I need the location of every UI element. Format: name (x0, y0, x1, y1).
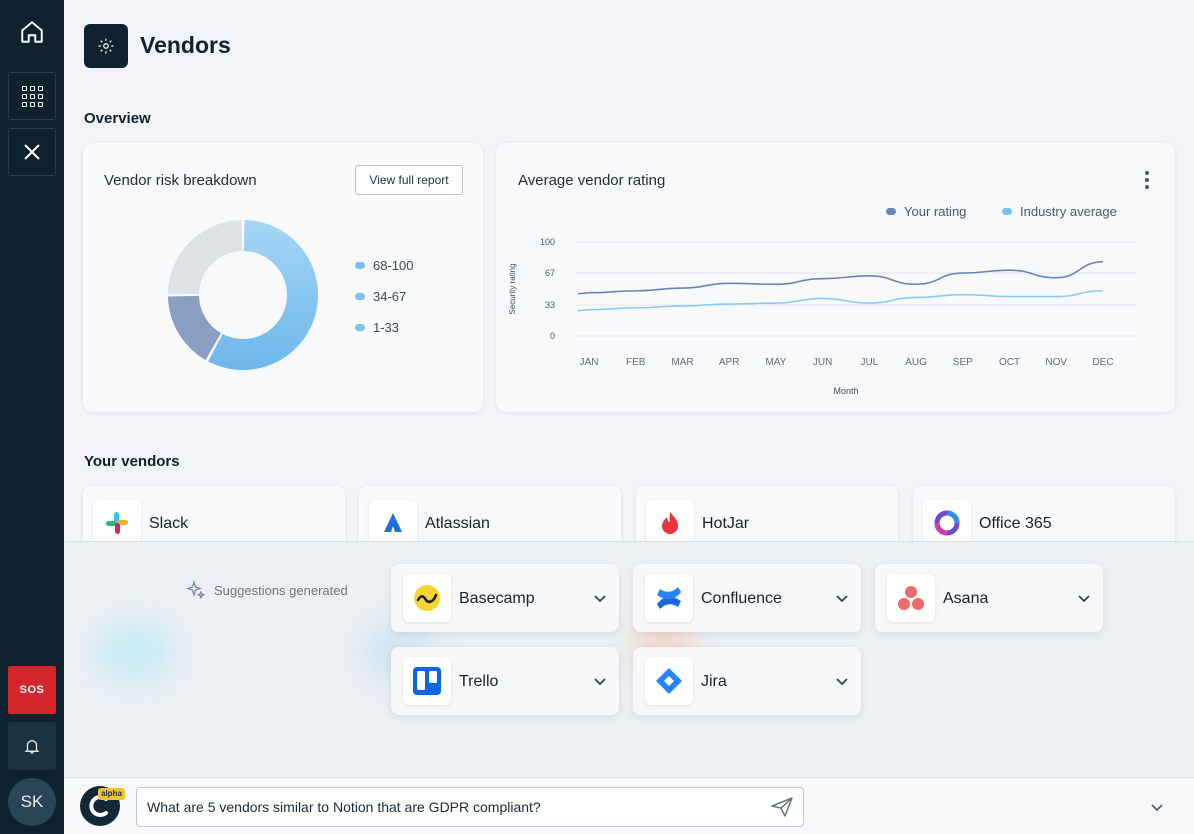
risk-legend-item: 68-100 (355, 258, 413, 273)
close-icon (24, 144, 40, 160)
more-options-icon[interactable] (1145, 171, 1149, 189)
sidebar: SOS SK (0, 0, 64, 834)
user-avatar[interactable]: SK (8, 778, 56, 826)
vendor-name: Atlassian (425, 515, 490, 532)
donut-slice-1-33 (168, 220, 243, 295)
suggestion-jira[interactable]: Jira (633, 647, 861, 715)
x-tick-label: NOV (1045, 357, 1067, 368)
donut-slice-34-67 (168, 295, 222, 360)
chevron-down-icon[interactable] (593, 674, 607, 688)
x-tick-label: AUG (905, 357, 927, 368)
y-tick-label: 0 (550, 331, 555, 341)
suggestion-name: Trello (459, 673, 499, 690)
x-axis-label: Month (833, 386, 858, 396)
risk-legend-item: 1-33 (355, 320, 399, 335)
close-button[interactable] (8, 128, 56, 176)
suggestion-name: Jira (701, 673, 727, 690)
chevron-down-icon[interactable] (593, 591, 607, 605)
rating-line-chart: 100 67 33 0 JAN FEB MAR APR MAY JUN JUL AUG SEP OCT NO… (508, 237, 1137, 396)
suggestion-name: Basecamp (459, 590, 535, 607)
trello-logo-icon (403, 657, 451, 705)
suggestion-name: Confluence (701, 590, 782, 607)
y-tick-label: 67 (545, 268, 555, 278)
main-content: Vendors Overview Vendor risk breakdown V… (64, 0, 1194, 834)
suggestion-name: Asana (943, 590, 989, 607)
chevron-down-icon[interactable] (1077, 591, 1091, 605)
x-tick-label: MAY (765, 357, 786, 368)
assistant-prompt-input[interactable] (136, 787, 804, 827)
basecamp-logo-icon (403, 574, 451, 622)
risk-card-title: Vendor risk breakdown (104, 172, 257, 189)
vendor-name: Office 365 (979, 515, 1052, 532)
vendor-rating-card: Average vendor rating Your rating Indust… (496, 143, 1175, 412)
settings-icon (84, 24, 128, 68)
jira-logo-icon (645, 657, 693, 705)
slack-logo-icon (93, 500, 141, 546)
x-tick-label: MAR (671, 357, 693, 368)
legend-your-rating: Your rating (886, 204, 966, 219)
sparkle-icon (186, 580, 206, 600)
atlassian-logo-icon (369, 500, 417, 546)
x-tick-label: SEP (953, 357, 973, 368)
notifications-button[interactable] (8, 722, 56, 770)
assistant-bar: alpha (64, 777, 1194, 834)
vendor-name: HotJar (702, 515, 750, 532)
home-icon (21, 21, 43, 43)
apps-grid-button[interactable] (8, 72, 56, 120)
office-365-logo-icon (923, 500, 971, 546)
view-full-report-button[interactable]: View full report (355, 165, 463, 195)
alpha-badge: alpha (98, 788, 125, 800)
suggestion-asana[interactable]: Asana (875, 564, 1103, 632)
suggestions-generated-label: Suggestions generated (186, 580, 348, 600)
risk-legend-item: 34-67 (355, 289, 406, 304)
x-tick-label: FEB (626, 357, 646, 368)
suggestion-confluence[interactable]: Confluence (633, 564, 861, 632)
hotjar-logo-icon (646, 500, 694, 546)
blurred-content (94, 622, 174, 682)
x-tick-label: JAN (580, 357, 599, 368)
page-title: Vendors (140, 32, 231, 58)
overview-heading: Overview (84, 110, 151, 127)
suggestions-panel: Suggestions generated Basecamp Confluenc… (64, 541, 1194, 777)
legend-industry-average: Industry average (1002, 204, 1117, 219)
home-button[interactable] (8, 8, 56, 56)
x-tick-label: APR (719, 357, 740, 368)
vendor-name: Slack (149, 515, 189, 532)
series-line-industry-average (577, 290, 1104, 312)
x-tick-label: DEC (1092, 357, 1113, 368)
y-tick-label: 33 (545, 300, 555, 310)
vendor-risk-card: Vendor risk breakdown View full report 6… (83, 143, 483, 412)
rating-card-title: Average vendor rating (518, 172, 666, 189)
x-tick-label: JUL (860, 357, 878, 368)
y-axis-label: Security rating (508, 263, 517, 314)
asana-logo-icon (887, 574, 935, 622)
x-tick-label: JUN (813, 357, 832, 368)
suggestion-trello[interactable]: Trello (391, 647, 619, 715)
chevron-down-icon[interactable] (835, 591, 849, 605)
x-tick-label: OCT (999, 357, 1020, 368)
confluence-logo-icon (645, 574, 693, 622)
grid-icon (21, 85, 43, 107)
bell-icon (24, 740, 40, 754)
donut-slice-68-100 (208, 220, 318, 370)
y-tick-label: 100 (540, 237, 555, 247)
chevron-down-icon[interactable] (1150, 800, 1164, 814)
sos-button[interactable]: SOS (8, 666, 56, 714)
send-icon[interactable] (770, 796, 794, 818)
your-vendors-heading: Your vendors (84, 453, 180, 470)
series-line-your-rating (577, 260, 1104, 295)
chevron-down-icon[interactable] (835, 674, 849, 688)
suggestion-basecamp[interactable]: Basecamp (391, 564, 619, 632)
risk-donut-chart (168, 220, 318, 370)
